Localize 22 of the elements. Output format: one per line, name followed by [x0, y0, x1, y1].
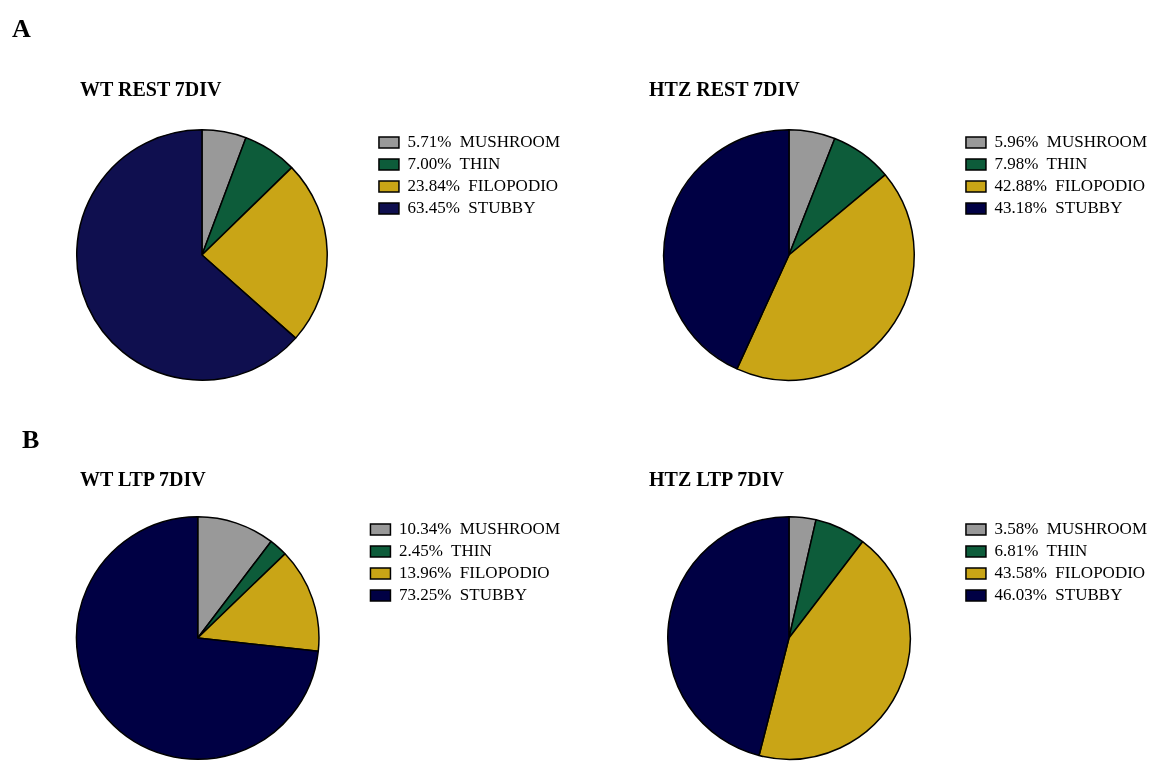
- legend-label: 43.58% FILOPODIO: [994, 562, 1146, 582]
- text: B: [22, 425, 40, 455]
- legend-label: 23.84% FILOPODIO: [407, 175, 559, 195]
- legend-label: 43.18% STUBBY: [994, 197, 1123, 217]
- legend-label: 5.71% MUSHROOM: [407, 131, 560, 151]
- text: A: [12, 14, 31, 44]
- legend-label: 46.03% STUBBY: [994, 584, 1123, 604]
- legend-label: 6.81% THIN: [994, 540, 1088, 560]
- legend-label: 42.88% FILOPODIO: [994, 175, 1146, 195]
- chart-title: WT REST 7DIV: [80, 78, 222, 101]
- legend-label: 73.25% STUBBY: [398, 584, 527, 604]
- chart-title: WT LTP 7DIV: [80, 468, 206, 491]
- legend-label: 5.96% MUSHROOM: [994, 131, 1147, 151]
- legend-label: 13.96% FILOPODIO: [398, 562, 550, 582]
- legend-label: 2.45% THIN: [398, 540, 492, 560]
- chart-title: HTZ LTP 7DIV: [649, 468, 784, 491]
- legend-label: 3.58% MUSHROOM: [994, 518, 1147, 538]
- legend-label: 7.98% THIN: [994, 153, 1088, 173]
- legend-label: 63.45% STUBBY: [407, 197, 536, 217]
- legend-label: 10.34% MUSHROOM: [398, 518, 560, 538]
- chart-title: HTZ REST 7DIV: [649, 78, 800, 101]
- legend-label: 7.00% THIN: [407, 153, 501, 173]
